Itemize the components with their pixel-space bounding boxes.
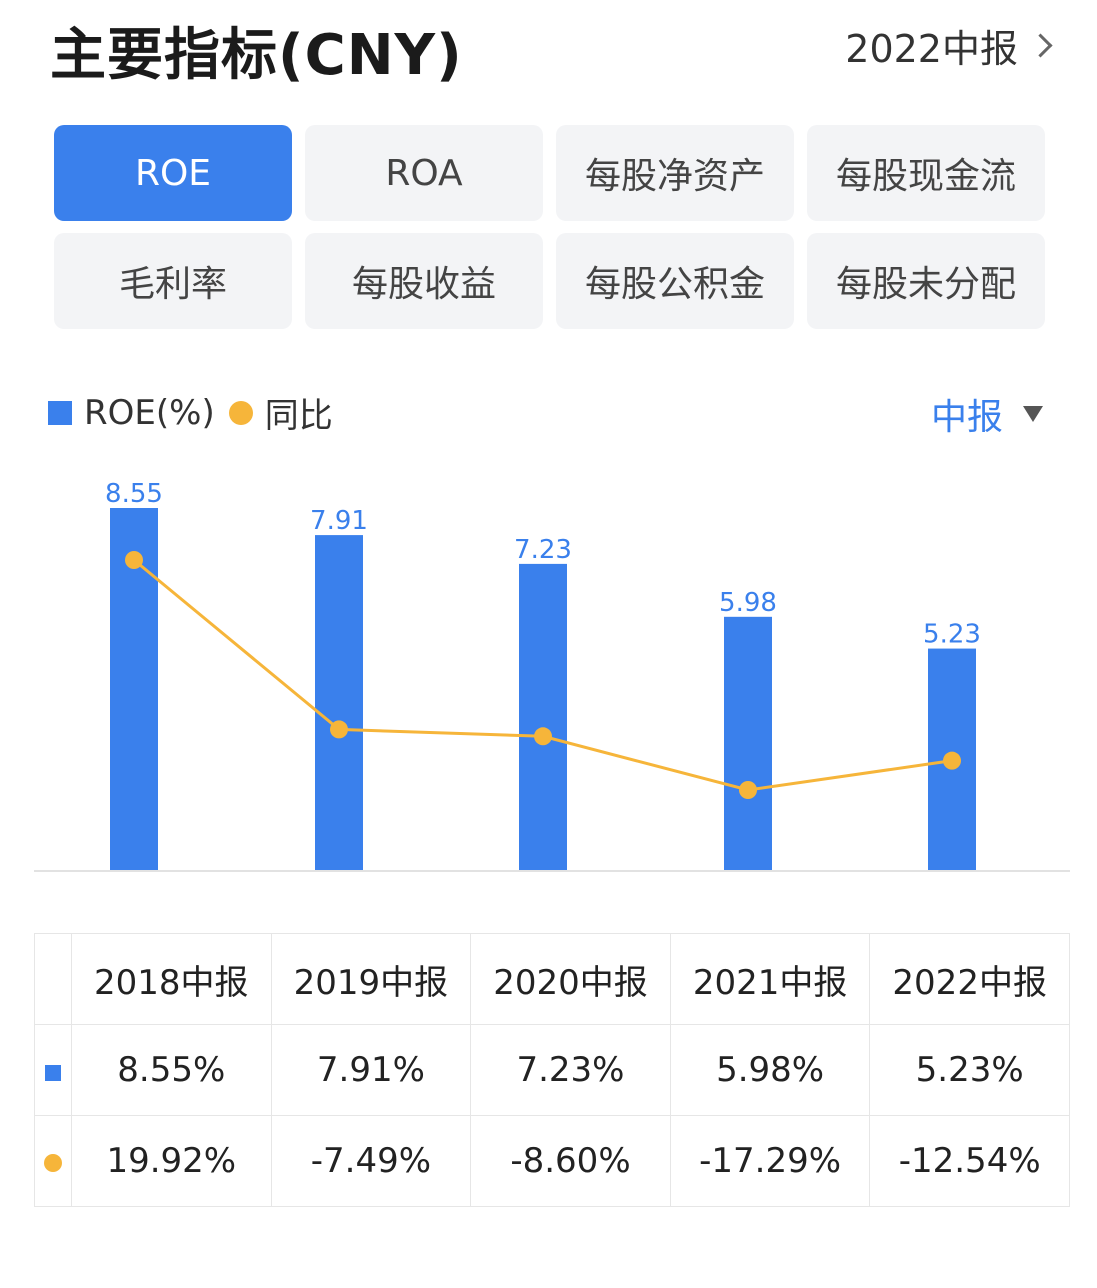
- yoy-point[interactable]: [330, 720, 348, 739]
- table-cell: 8.55%: [71, 1024, 272, 1116]
- period-label: 2022中报: [845, 27, 1018, 71]
- tab-net-assets-per-share[interactable]: 每股净资产: [556, 125, 794, 221]
- table-header-cell: 2021中报: [669, 933, 871, 1025]
- roe-bar-label: 5.23: [923, 620, 981, 650]
- table-header-cell: 2022中报: [869, 933, 1070, 1025]
- chart-legend: ROE(%) 同比: [48, 388, 333, 437]
- yoy-point[interactable]: [125, 551, 143, 569]
- table-cell: 19.92%: [71, 1115, 272, 1207]
- roe-legend-marker: [48, 400, 72, 425]
- table-header-cell: 2020中报: [470, 933, 671, 1025]
- roe-bar[interactable]: [315, 535, 363, 870]
- indicator-tabs: ROE ROA 每股净资产 每股现金流 毛利率 每股收益 每股公积金 每股未分配: [54, 125, 1045, 329]
- table-row-roe: 8.55% 7.91% 7.23% 5.98% 5.23%: [34, 1024, 1070, 1116]
- roe-bar-label: 5.98: [719, 588, 777, 618]
- table-row-yoy: 19.92% -7.49% -8.60% -17.29% -12.54%: [34, 1115, 1070, 1207]
- yoy-point[interactable]: [739, 781, 757, 799]
- table-corner: [34, 933, 72, 1025]
- roe-bar[interactable]: [519, 563, 567, 870]
- roe-bar-label: 7.23: [514, 535, 572, 565]
- period-selector[interactable]: 2022中报: [845, 18, 1057, 73]
- yoy-row-marker: [34, 1115, 72, 1207]
- caret-down-icon: [1023, 406, 1043, 422]
- table-header-row: 2018中报 2019中报 2020中报 2021中报 2022中报: [34, 933, 1070, 1025]
- roe-legend-label: ROE(%): [84, 392, 215, 433]
- tab-roa[interactable]: ROA: [305, 125, 543, 221]
- yoy-point[interactable]: [943, 751, 961, 770]
- table-cell: 7.91%: [270, 1024, 472, 1116]
- chevron-right-icon: [1028, 33, 1053, 58]
- tab-eps[interactable]: 每股收益: [305, 233, 543, 329]
- table-cell: -7.49%: [270, 1115, 472, 1207]
- yoy-legend-marker: [228, 400, 253, 425]
- tab-undistributed-per-share[interactable]: 每股未分配: [807, 233, 1045, 329]
- table-cell: -12.54%: [869, 1115, 1070, 1207]
- yoy-legend-label: 同比: [264, 396, 333, 436]
- roe-bar-label: 8.55: [105, 479, 163, 509]
- report-type-label: 中报: [930, 397, 1003, 438]
- page-title: 主要指标(CNY): [50, 23, 463, 88]
- table-header-cell: 2018中报: [71, 933, 272, 1025]
- table-cell: -8.60%: [470, 1115, 671, 1207]
- report-type-dropdown[interactable]: 中报: [931, 388, 1043, 440]
- table-cell: 7.23%: [470, 1024, 671, 1116]
- tab-reserve-per-share[interactable]: 每股公积金: [556, 233, 794, 329]
- data-table: 2018中报 2019中报 2020中报 2021中报 2022中报 8.55%…: [34, 933, 1070, 1207]
- dot-marker-icon: [44, 1154, 62, 1172]
- yoy-point[interactable]: [534, 727, 552, 746]
- square-marker-icon: [45, 1065, 61, 1081]
- tab-roe[interactable]: ROE: [54, 125, 292, 221]
- table-cell: 5.23%: [869, 1024, 1070, 1116]
- table-header-cell: 2019中报: [270, 933, 472, 1025]
- roe-row-marker: [34, 1024, 72, 1116]
- table-cell: 5.98%: [669, 1024, 871, 1116]
- tab-cash-flow-per-share[interactable]: 每股现金流: [807, 125, 1045, 221]
- roe-bar[interactable]: [724, 616, 772, 870]
- table-cell: -17.29%: [669, 1115, 871, 1207]
- roe-chart: 8.55 7.91 7.23 5.98 5.23: [34, 479, 1070, 872]
- roe-bar-label: 7.91: [310, 506, 368, 536]
- tab-gross-margin[interactable]: 毛利率: [54, 233, 292, 329]
